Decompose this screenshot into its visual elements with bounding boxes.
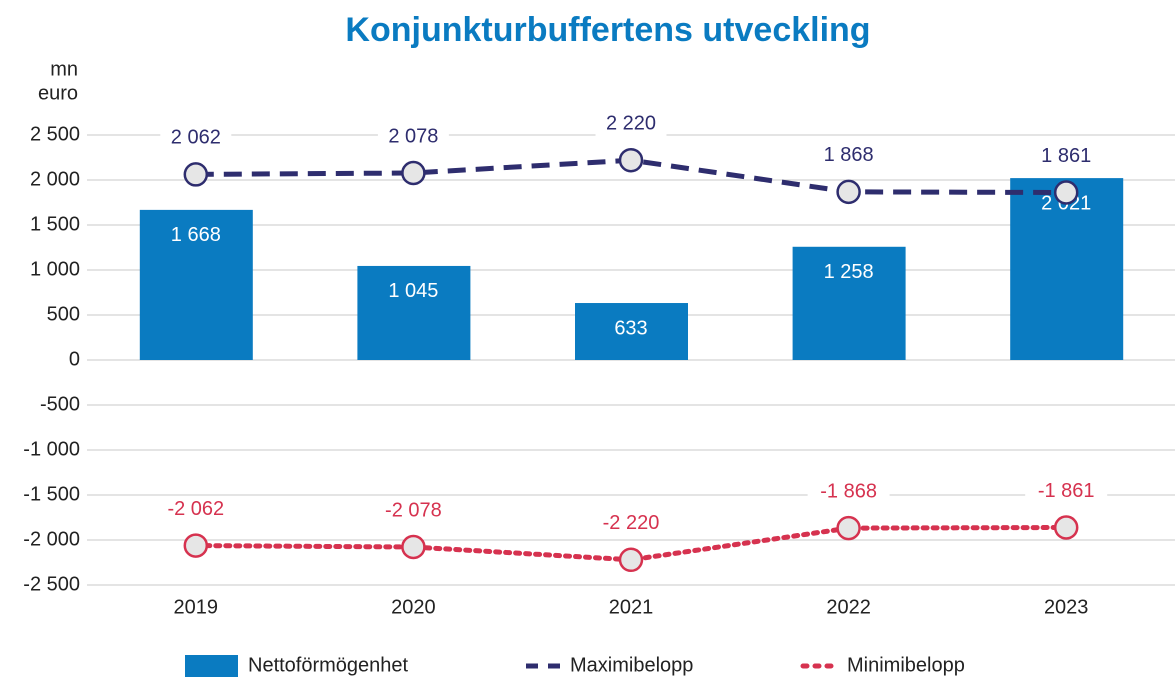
y-axis-label: euro bbox=[38, 82, 78, 104]
y-tick-label: 1 000 bbox=[30, 258, 80, 280]
label-background bbox=[154, 495, 237, 524]
data-label: 1 668 bbox=[171, 224, 221, 246]
x-tick-label: 2022 bbox=[826, 596, 871, 618]
data-label: 2 220 bbox=[606, 112, 656, 134]
data-label: 1 861 bbox=[1041, 145, 1091, 167]
data-label: 1 258 bbox=[824, 261, 874, 283]
marker bbox=[618, 147, 644, 173]
data-label: -2 220 bbox=[603, 512, 660, 534]
marker bbox=[836, 179, 861, 205]
y-tick-label: -2 500 bbox=[23, 573, 80, 595]
marker bbox=[401, 534, 426, 560]
x-tick-label: 2023 bbox=[1044, 596, 1089, 618]
label-background bbox=[813, 141, 885, 170]
data-label: -1 861 bbox=[1038, 480, 1095, 502]
legend-swatch bbox=[185, 655, 238, 677]
y-tick-label: 2 500 bbox=[30, 123, 80, 145]
label-background bbox=[1030, 142, 1102, 171]
y-tick-label: 1 500 bbox=[30, 213, 80, 235]
y-tick-label: 2 000 bbox=[30, 168, 80, 190]
legend-label: Nettoförmögenhet bbox=[248, 654, 409, 676]
marker bbox=[183, 162, 209, 187]
label-background bbox=[595, 110, 667, 139]
bar bbox=[357, 265, 471, 360]
data-label: 2 078 bbox=[388, 125, 438, 147]
marker bbox=[836, 515, 861, 541]
label-background bbox=[590, 509, 672, 538]
legend-label: Minimibelopp bbox=[847, 654, 965, 676]
data-label: 2 062 bbox=[171, 127, 221, 149]
bar bbox=[1010, 178, 1124, 360]
y-tick-label: -1 500 bbox=[23, 483, 80, 505]
legend-label: Maximibelopp bbox=[570, 654, 693, 676]
marker bbox=[183, 533, 209, 558]
data-label: 633 bbox=[614, 317, 647, 339]
x-tick-label: 2021 bbox=[609, 596, 654, 618]
data-label: -1 868 bbox=[820, 480, 877, 502]
label-background bbox=[1025, 477, 1108, 506]
chart-title: Konjunkturbuffertens utveckling bbox=[345, 11, 870, 49]
bar bbox=[792, 246, 906, 360]
y-tick-label: -1 000 bbox=[23, 438, 80, 460]
label-background bbox=[377, 122, 449, 151]
label-background bbox=[160, 124, 232, 153]
x-tick-label: 2019 bbox=[174, 596, 219, 618]
marker bbox=[1053, 515, 1079, 540]
bar bbox=[575, 303, 688, 360]
y-tick-label: -500 bbox=[40, 393, 80, 415]
data-label: -2 078 bbox=[385, 499, 442, 521]
data-label: 1 868 bbox=[824, 144, 874, 166]
bar bbox=[139, 209, 253, 360]
label-background bbox=[372, 497, 455, 526]
data-label: 1 045 bbox=[388, 280, 438, 302]
y-tick-label: -2 000 bbox=[23, 528, 80, 550]
marker bbox=[618, 547, 644, 573]
y-tick-label: 0 bbox=[69, 348, 80, 370]
y-axis-label: mn bbox=[50, 58, 78, 80]
data-label: -2 062 bbox=[167, 498, 224, 520]
x-tick-label: 2020 bbox=[391, 596, 436, 618]
marker bbox=[401, 160, 426, 186]
label-background bbox=[807, 478, 890, 507]
marker bbox=[1053, 180, 1079, 205]
y-tick-label: 500 bbox=[47, 303, 80, 325]
